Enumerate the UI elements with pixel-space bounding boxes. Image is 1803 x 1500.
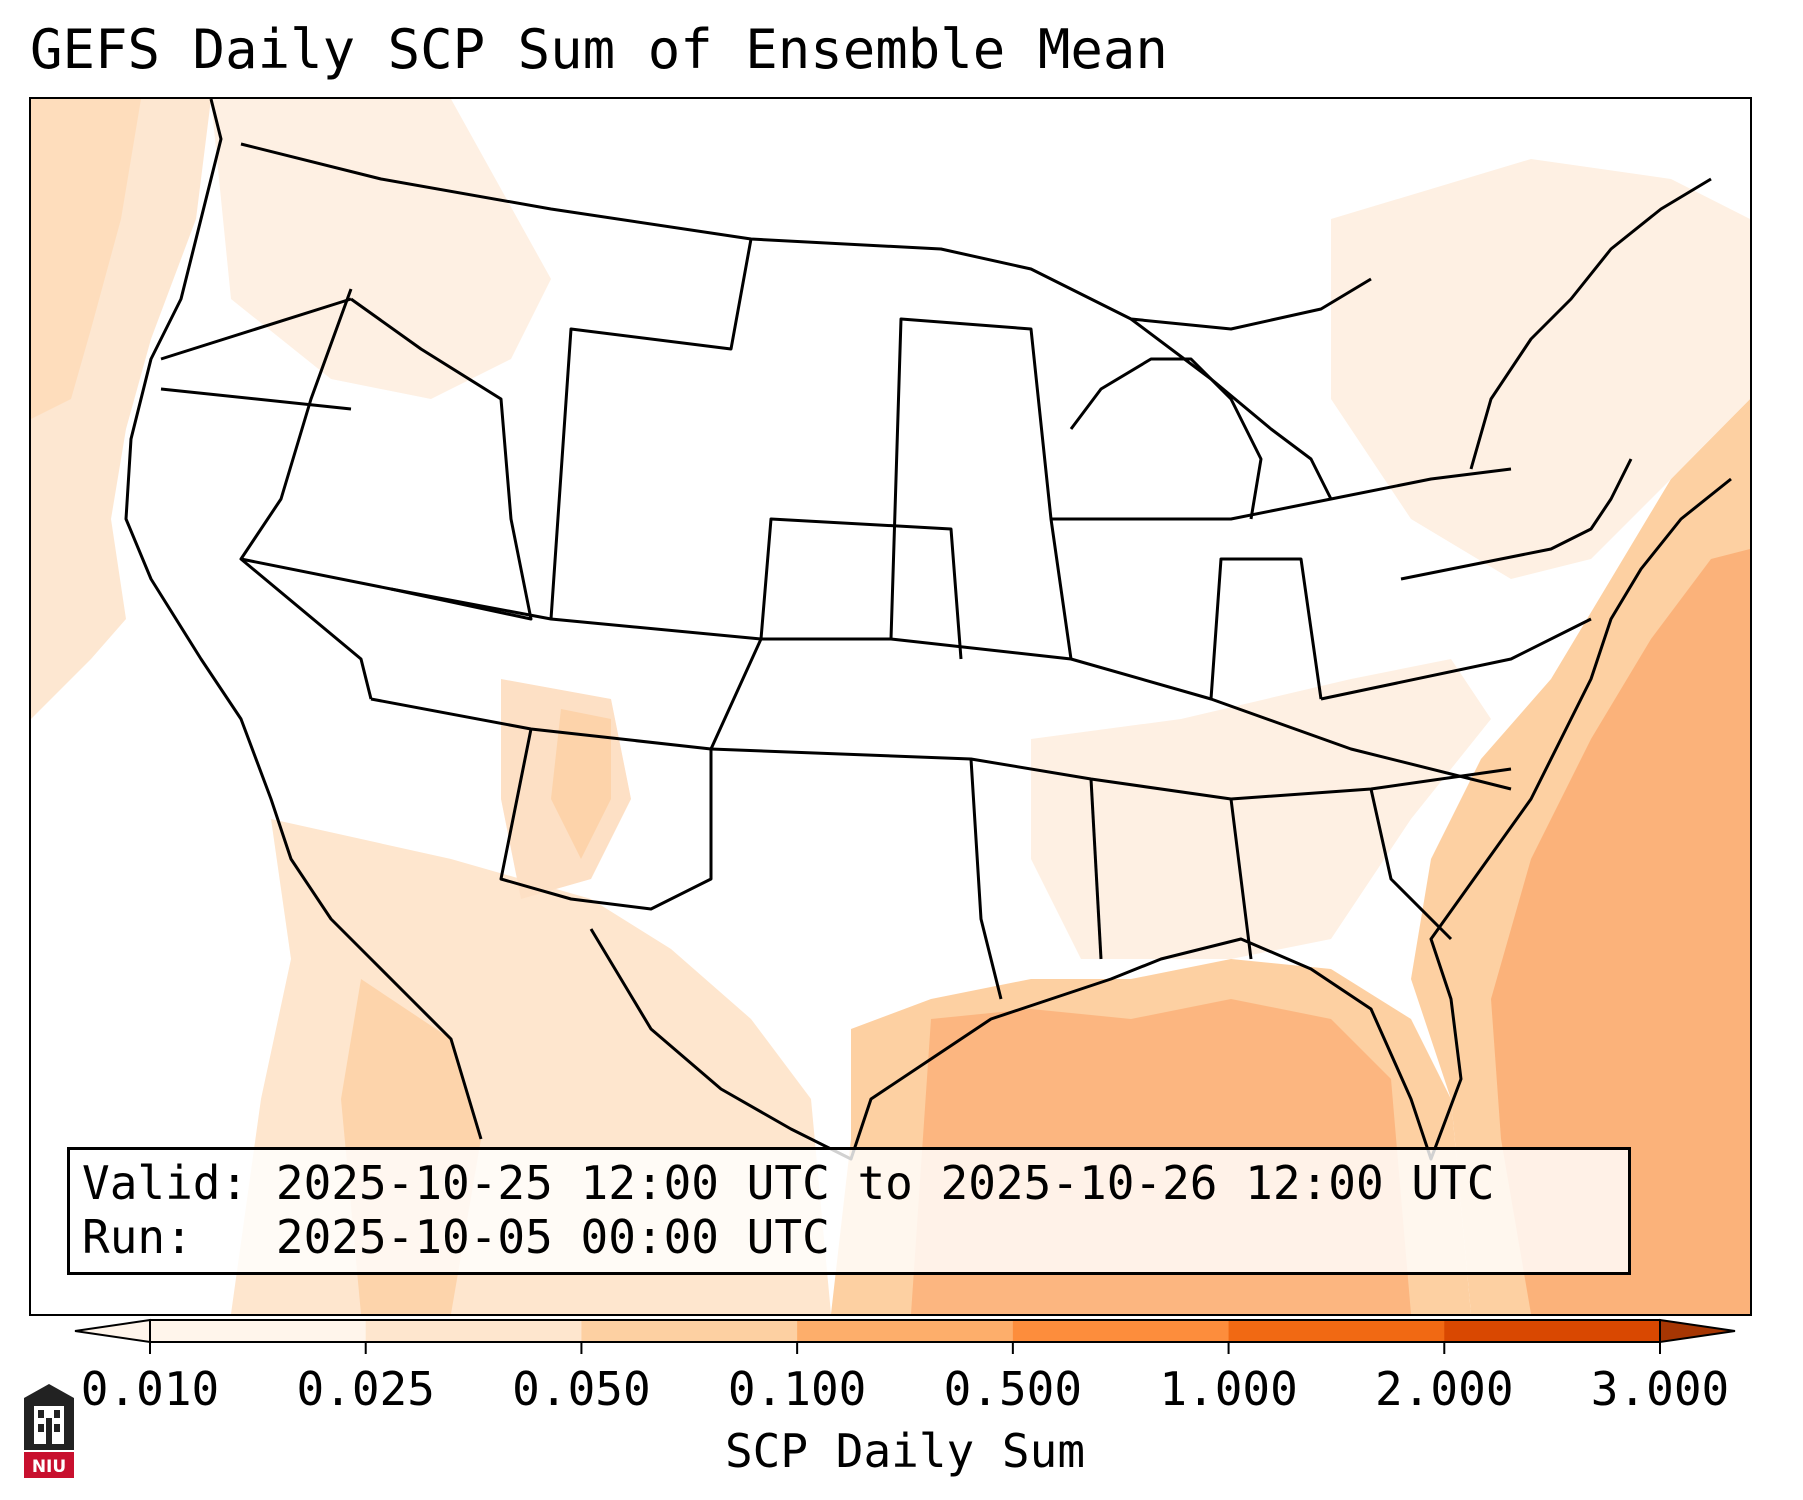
valid-label: Valid:: [82, 1156, 249, 1210]
colorbar-segment: [1012, 1320, 1230, 1342]
colorbar-tick-label: 0.500: [943, 1362, 1083, 1416]
colorbar-tick-label: 0.010: [80, 1362, 220, 1416]
scp-shading: [31, 99, 1750, 1314]
colorbar-segment: [1228, 1320, 1445, 1342]
colorbar: [74, 1318, 1736, 1354]
colorbar-extend-max: [1659, 1318, 1736, 1344]
colorbar-tick-label: 0.050: [512, 1362, 651, 1416]
run-value: 2025-10-05 00:00 UTC: [275, 1210, 830, 1264]
map-panel[interactable]: [29, 97, 1752, 1316]
run-row: Run: 2025-10-05 00:00 UTC: [82, 1210, 1616, 1264]
state-boundaries: [124, 99, 1732, 1161]
colorbar-tick-label: 0.025: [296, 1362, 435, 1416]
colorbar-tick-label: 2.000: [1375, 1362, 1514, 1416]
colorbar-segment: [365, 1320, 582, 1342]
valid-row: Valid: 2025-10-25 12:00 UTC to 2025-10-2…: [82, 1156, 1616, 1210]
colorbar-segment: [1444, 1320, 1661, 1342]
colorbar-tick-label: 1.000: [1159, 1362, 1298, 1416]
colorbar-outline: [149, 1319, 1661, 1343]
colorbar-label: SCP Daily Sum: [724, 1424, 1086, 1478]
colorbar-tick-label: 3.000: [1590, 1362, 1730, 1416]
valid-value: 2025-10-25 12:00 UTC to 2025-10-26 12:00…: [275, 1156, 1495, 1210]
colorbar-segment: [797, 1320, 1014, 1342]
run-label: Run:: [82, 1210, 193, 1264]
colorbar-segment: [581, 1320, 798, 1342]
colorbar-ticks: [149, 1342, 1661, 1354]
page-title: GEFS Daily SCP Sum of Ensemble Mean: [30, 18, 1168, 81]
colorbar-segments: [74, 1318, 1736, 1344]
colorbar-tick-label: 0.100: [727, 1362, 867, 1416]
colorbar-segment: [150, 1320, 367, 1342]
scp-map: [31, 99, 1750, 1314]
validity-info-box: Valid: 2025-10-25 12:00 UTC to 2025-10-2…: [67, 1147, 1631, 1275]
niu-logo: NIU: [24, 1384, 74, 1478]
colorbar-extend-min: [74, 1318, 151, 1344]
logo-text: NIU: [32, 1457, 66, 1477]
